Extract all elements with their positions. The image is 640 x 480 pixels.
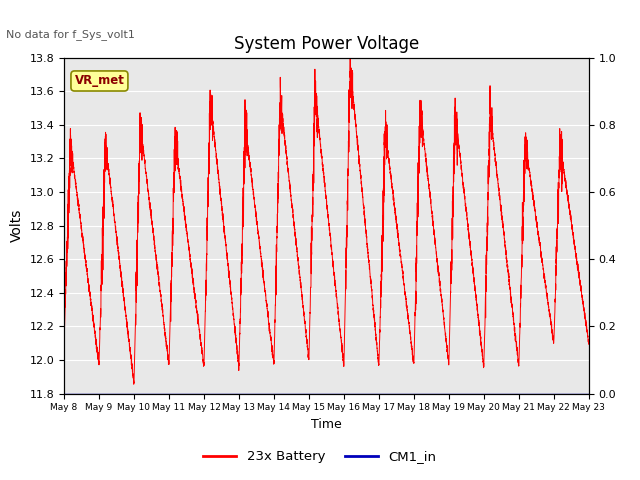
Text: VR_met: VR_met [74, 74, 124, 87]
Y-axis label: Volts: Volts [10, 209, 24, 242]
Text: No data for f_Sys_volt1: No data for f_Sys_volt1 [6, 29, 135, 40]
Title: System Power Voltage: System Power Voltage [234, 35, 419, 53]
Legend: 23x Battery, CM1_in: 23x Battery, CM1_in [198, 445, 442, 468]
X-axis label: Time: Time [311, 418, 342, 431]
